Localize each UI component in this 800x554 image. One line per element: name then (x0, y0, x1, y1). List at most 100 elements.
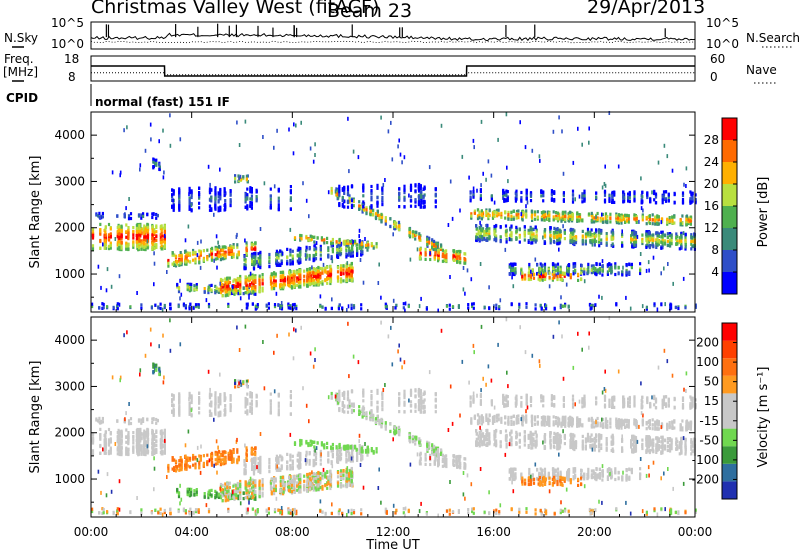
power-cell (339, 267, 343, 271)
power-cell (277, 189, 280, 193)
power-cell (227, 246, 230, 250)
power-cell (520, 199, 523, 203)
power-cell (431, 238, 434, 242)
power-cell (343, 242, 346, 246)
power-cell (437, 253, 440, 257)
power-cell (189, 303, 192, 307)
power-cell (505, 238, 508, 242)
power-cell (219, 253, 222, 257)
power-cell (531, 231, 534, 235)
power-cell (239, 290, 242, 294)
power-cell (219, 249, 222, 253)
power-cell (248, 289, 251, 293)
power-cell (178, 201, 181, 205)
power-cell (477, 232, 480, 236)
power-cell (580, 269, 583, 273)
power-cell (656, 241, 659, 245)
power-cell (515, 216, 518, 220)
power-cell (192, 251, 195, 255)
power-cell (543, 241, 547, 245)
power-cell (224, 287, 227, 291)
power-cell (184, 249, 187, 253)
power-cell (331, 244, 334, 248)
power-cell (105, 288, 108, 293)
power-cell (91, 236, 95, 240)
power-cell (660, 246, 663, 250)
power-cell (652, 238, 655, 242)
power-cell (600, 238, 603, 242)
power-cell (274, 279, 277, 283)
power-cell (352, 149, 355, 154)
power-cell (662, 193, 666, 197)
power-cell (540, 266, 543, 270)
power-cell (657, 242, 660, 246)
power-cell (531, 272, 534, 277)
power-cell (339, 278, 343, 282)
power-cell (345, 278, 348, 282)
power-cell (153, 230, 156, 234)
power-cell (620, 213, 623, 217)
power-cell (633, 230, 636, 234)
power-cell (184, 306, 187, 310)
freq-panel: Freq. [MHz] 18 8 60 0 Nave (3, 52, 777, 84)
power-cell (507, 210, 510, 214)
power-cell (348, 194, 351, 198)
power-cell (645, 222, 648, 226)
power-cell (207, 164, 210, 169)
power-cell (447, 223, 450, 227)
power-cell (236, 283, 239, 287)
power-cell (603, 182, 606, 186)
power-cell (326, 241, 329, 245)
power-cell (224, 280, 227, 284)
power-cell (279, 279, 282, 283)
power-cell (652, 233, 655, 237)
power-cell (242, 286, 245, 290)
power-cell (274, 272, 277, 276)
power-cell (467, 303, 470, 307)
power-cell (564, 304, 567, 308)
power-cell (653, 198, 656, 202)
power-cell (497, 137, 499, 142)
power-cell (628, 262, 631, 266)
power-cell (611, 229, 614, 234)
power-cell (245, 241, 248, 245)
power-cell (341, 198, 344, 202)
power-cell (398, 187, 401, 191)
power-cell (184, 255, 187, 259)
power-cell (489, 235, 491, 240)
power-cell (254, 251, 257, 255)
power-cell (331, 259, 334, 264)
power-cell (261, 276, 264, 280)
power-cell (466, 268, 469, 273)
power-cell (653, 304, 656, 308)
power-cell (510, 210, 513, 214)
power-cell (445, 259, 448, 263)
power-cell (177, 304, 180, 309)
power-cell (253, 292, 256, 296)
power-cell (151, 230, 154, 234)
power-cell (378, 216, 381, 220)
power-cell (597, 237, 601, 241)
power-cell (214, 189, 217, 193)
power-cell (640, 206, 643, 211)
power-cell (135, 237, 138, 241)
power-cell (246, 193, 249, 197)
power-cell (282, 279, 285, 283)
power-cell (210, 283, 213, 287)
power-cell (651, 222, 654, 226)
power-cell (693, 233, 696, 237)
power-cell (188, 192, 190, 197)
power-cell (488, 213, 491, 218)
power-cell (569, 217, 572, 222)
power-cell (664, 302, 666, 307)
power-cell (547, 214, 550, 218)
power-cell (441, 252, 444, 256)
power-cell (552, 129, 555, 134)
power-cell (567, 270, 570, 274)
power-cell (381, 203, 384, 207)
power-cell (670, 242, 673, 246)
power-cell (346, 192, 350, 196)
power-cell (434, 242, 437, 246)
power-cell (173, 253, 176, 257)
power-cell (380, 220, 383, 224)
